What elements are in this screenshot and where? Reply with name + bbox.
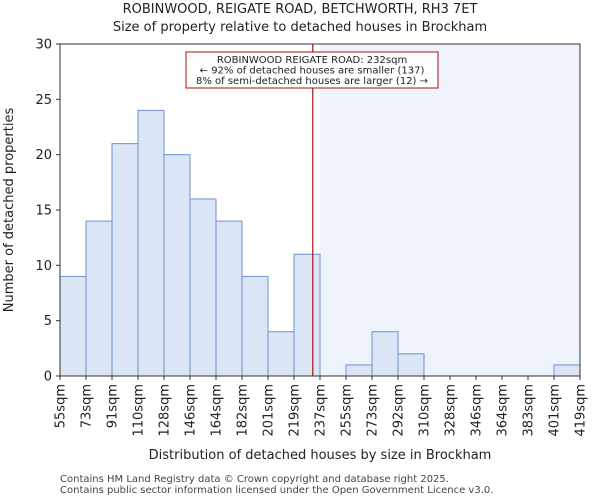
annotation-line-1: ROBINWOOD REIGATE ROAD: 232sqm xyxy=(217,55,407,66)
x-tick-label: 164sqm xyxy=(210,384,225,437)
histogram-bar xyxy=(85,220,113,377)
histogram-bar xyxy=(371,331,399,377)
y-tick-label: 10 xyxy=(35,259,52,274)
annotation-line-3: 8% of semi-detached houses are larger (1… xyxy=(196,76,428,87)
x-tick-label: 110sqm xyxy=(132,384,147,437)
x-tick-label: 237sqm xyxy=(314,384,329,437)
histogram-bar xyxy=(345,364,373,377)
histogram-bars xyxy=(59,109,581,377)
y-tick-label: 0 xyxy=(44,370,52,385)
histogram-bar xyxy=(189,198,217,377)
x-tick-label: 55sqm xyxy=(54,384,69,428)
y-tick-label: 25 xyxy=(35,93,52,108)
histogram-bar xyxy=(397,353,425,377)
histogram-bar xyxy=(59,275,87,377)
annotation-line-2: ← 92% of detached houses are smaller (13… xyxy=(200,66,425,77)
x-axis-label: Distribution of detached houses by size … xyxy=(149,448,492,463)
histogram-bar xyxy=(215,220,243,377)
histogram-bar xyxy=(137,109,165,377)
y-tick-label: 20 xyxy=(35,148,52,163)
histogram-bar xyxy=(553,364,581,377)
histogram-bar xyxy=(267,331,295,377)
x-tick-label: 292sqm xyxy=(392,384,407,437)
x-tick-label: 346sqm xyxy=(470,384,485,437)
x-tick-label: 91sqm xyxy=(106,384,121,428)
histogram-bar xyxy=(163,154,191,377)
larger-region-shading xyxy=(320,44,580,376)
footer-line-2: Contains public sector information licen… xyxy=(60,485,494,496)
y-axis-label: Number of detached properties xyxy=(2,108,17,313)
chart-title-line1: ROBINWOOD, REIGATE ROAD, BETCHWORTH, RH3… xyxy=(123,2,478,17)
x-tick-label: 255sqm xyxy=(340,384,355,437)
x-tick-label: 383sqm xyxy=(522,384,537,437)
histogram-bar xyxy=(293,253,321,377)
x-tick-label: 128sqm xyxy=(158,384,173,437)
x-tick-label: 310sqm xyxy=(418,384,433,437)
y-tick-label: 30 xyxy=(35,38,52,53)
x-tick-label: 73sqm xyxy=(80,384,95,428)
histogram-bar xyxy=(111,143,139,377)
x-tick-label: 182sqm xyxy=(236,384,251,437)
x-tick-label: 419sqm xyxy=(574,384,589,437)
x-tick-label: 328sqm xyxy=(444,384,459,437)
annotation-frame xyxy=(185,51,439,89)
x-tick-label: 401sqm xyxy=(548,384,563,437)
x-tick-label: 273sqm xyxy=(366,384,381,437)
histogram-bar xyxy=(241,275,269,377)
footer-line-1: Contains HM Land Registry data © Crown c… xyxy=(60,474,449,485)
y-tick-label: 5 xyxy=(44,314,52,329)
chart-title-line2: Size of property relative to detached ho… xyxy=(113,20,487,35)
x-tick-label: 201sqm xyxy=(262,384,277,437)
y-tick-label: 15 xyxy=(35,204,52,219)
x-tick-label: 219sqm xyxy=(288,384,303,437)
annotation-box: ROBINWOOD REIGATE ROAD: 232sqm ← 92% of … xyxy=(185,51,439,89)
x-tick-label: 146sqm xyxy=(184,384,199,437)
x-tick-label: 364sqm xyxy=(496,384,511,437)
y-axis-ticks: 0 5 10 15 20 25 30 xyxy=(35,38,60,385)
x-axis-ticks: 55sqm 73sqm 91sqm 110sqm 128sqm 146sqm 164sqm 1… xyxy=(54,376,589,437)
